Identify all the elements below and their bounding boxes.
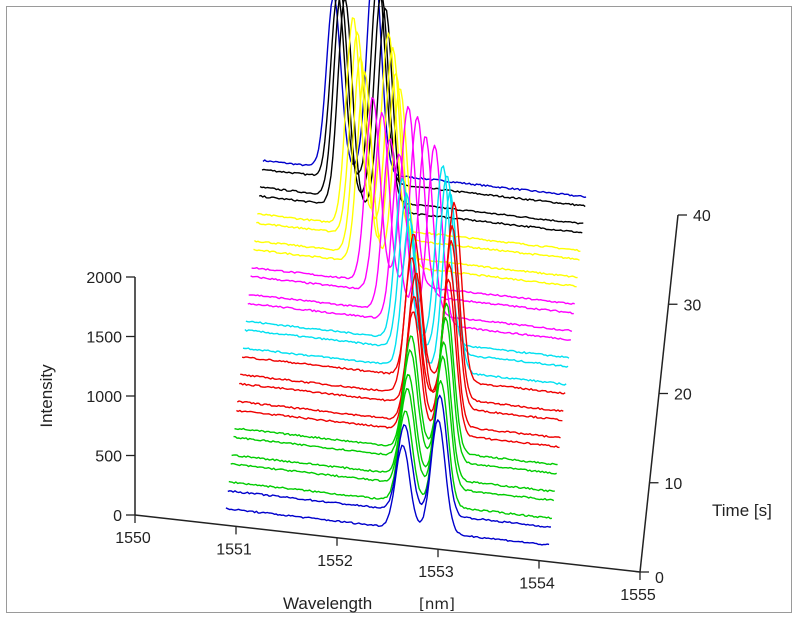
y-tick-label: 0 [113, 508, 122, 525]
series-line-t9 [234, 302, 558, 466]
series-line-t18 [242, 191, 567, 386]
ticks-layer: 0 500 1000 1500 2000 1550 1551 1552 1553 1554 1555… [86, 208, 710, 604]
series-line-t11 [236, 278, 560, 449]
series-line-t39 [262, 0, 587, 199]
x-tick-label: 1552 [317, 553, 353, 570]
y-tick-label: 500 [95, 449, 122, 466]
series-line-t0 [225, 419, 550, 546]
series-line-t15 [240, 224, 564, 412]
x-axis-title: Wavelength [283, 594, 372, 613]
x-tick-label: 1553 [418, 564, 454, 581]
series-line-t20 [244, 175, 569, 368]
series-line-t35 [259, 0, 583, 234]
x-tick-label: 1555 [620, 587, 656, 604]
series-line-t36 [259, 0, 584, 225]
x-tick-label: 1551 [216, 541, 252, 558]
x-axis-unit: [nm] [419, 595, 455, 613]
series-line-t8 [233, 316, 557, 475]
y-tick-label: 2000 [86, 270, 122, 287]
z-tick-label: 10 [665, 476, 683, 493]
y-axis-title: Intensity [37, 364, 56, 428]
y-tick-label: 1000 [86, 389, 122, 406]
z-tick-label: 40 [693, 208, 711, 225]
series-line-t26 [250, 111, 574, 315]
z-axis-title: Time [s] [712, 501, 772, 520]
z-tick-label: 20 [674, 387, 692, 404]
series-line-t6 [231, 341, 555, 493]
series-line-t21 [245, 165, 570, 359]
axes-layer [134, 214, 679, 573]
series-layer [225, 0, 587, 546]
z-tick-label: 0 [655, 570, 664, 587]
series-line-t24 [248, 136, 573, 333]
z-tick-label: 30 [684, 297, 702, 314]
series-line-t5 [230, 355, 555, 502]
series-line-t33 [257, 17, 581, 252]
x-tick-label: 1550 [115, 530, 151, 547]
series-line-t2 [227, 394, 552, 528]
series-line-t32 [256, 31, 580, 261]
series-line-t12 [236, 263, 561, 439]
series-line-t14 [239, 239, 563, 422]
x-tick-label: 1554 [519, 576, 555, 593]
y-tick-label: 1500 [86, 330, 122, 347]
x-axis-line [134, 514, 641, 573]
series-line-t3 [228, 380, 552, 520]
